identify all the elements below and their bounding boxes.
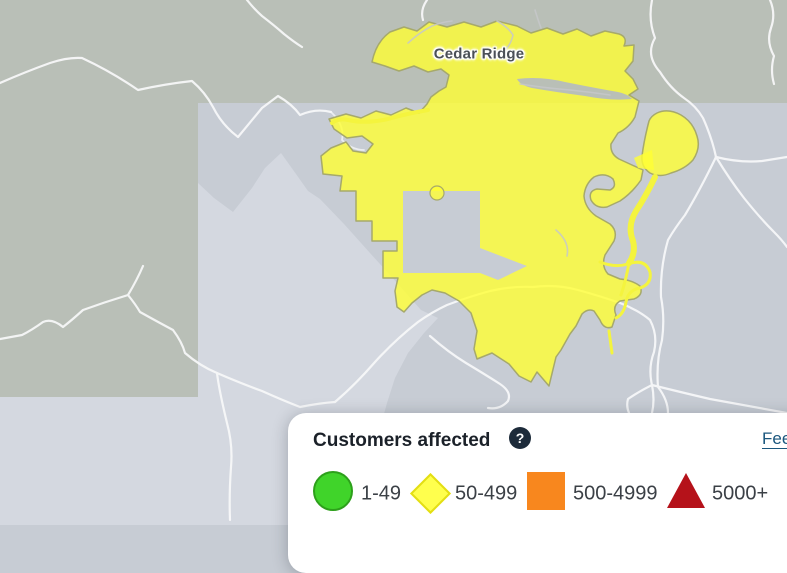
outage-notch-bump bbox=[429, 185, 445, 201]
minor-roads bbox=[407, 9, 611, 257]
legend-label-5000plus: 5000+ bbox=[712, 482, 769, 505]
outage-polygon[interactable] bbox=[320, 20, 700, 387]
feedback-link[interactable]: Feedback bbox=[762, 429, 787, 448]
help-icon[interactable]: ? bbox=[509, 427, 531, 449]
outage-tendrils bbox=[330, 108, 658, 355]
terrain-left-block bbox=[0, 0, 198, 397]
legend-circle-icon bbox=[313, 471, 353, 511]
legend-label-1-49: 1-49 bbox=[361, 482, 402, 505]
legend-square-icon bbox=[527, 472, 565, 510]
outage-notch-cutout bbox=[403, 191, 527, 280]
place-label-cedar-ridge: Cedar Ridge bbox=[433, 45, 525, 63]
legend-label-500-4999: 500-4999 bbox=[573, 482, 658, 505]
legend-panel: Customers affected ? Feedback 1-49 50-49… bbox=[288, 413, 787, 573]
legend-triangle-icon bbox=[667, 473, 705, 508]
legend-label-50-499: 50-499 bbox=[455, 482, 518, 505]
legend-diamond-icon bbox=[409, 472, 452, 515]
legend-title: Customers affected bbox=[313, 430, 491, 451]
